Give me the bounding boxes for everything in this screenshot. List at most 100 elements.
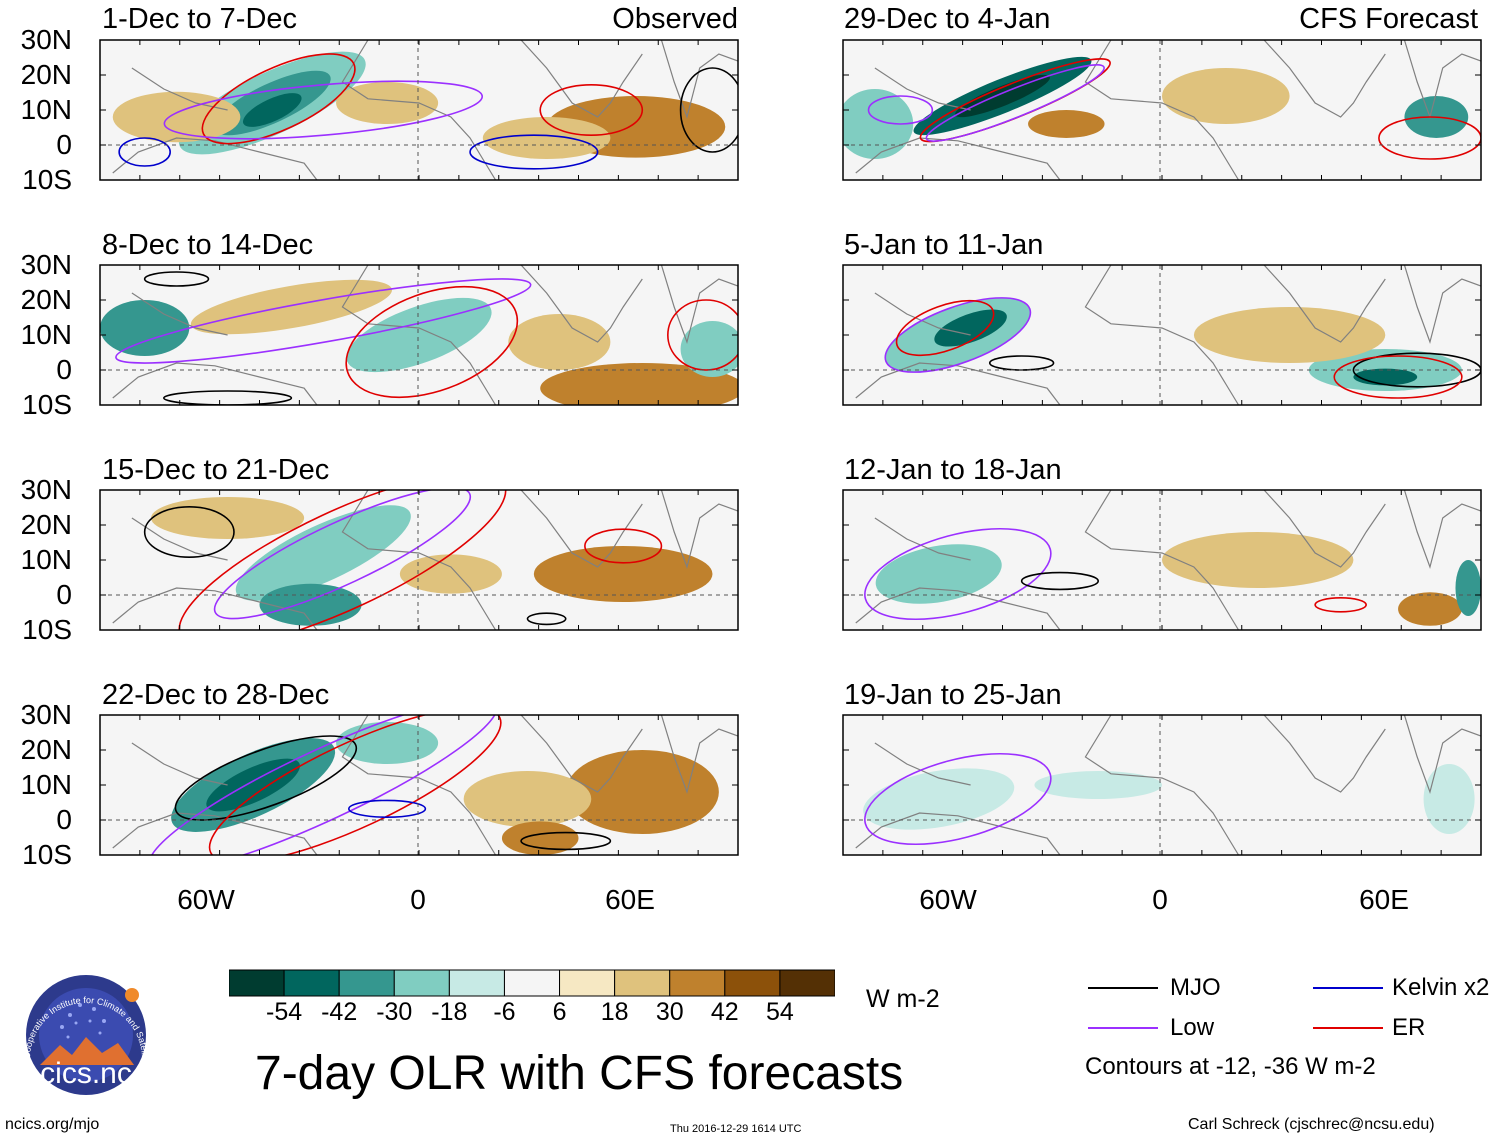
map-panel-fcst-1 — [842, 39, 1482, 181]
wave-contour — [208, 715, 502, 855]
figure-title: 7-day OLR with CFS forecasts — [255, 1047, 904, 1100]
cics-logo: Cooperative Institute for Climate and Sa… — [10, 975, 150, 1095]
lat-label: 20N — [20, 734, 72, 765]
olr-anomaly-region — [112, 91, 241, 143]
lon-label-0-obs: 0 — [410, 884, 426, 915]
olr-anomaly-region — [508, 314, 611, 370]
colorbar-swatch — [779, 969, 835, 997]
coastline — [660, 715, 738, 795]
map-panel-fcst-2 — [842, 264, 1482, 406]
legend-lines — [1088, 987, 1383, 1029]
coastline — [131, 292, 228, 336]
olr-anomaly-region — [533, 546, 713, 602]
wave-contour — [201, 53, 356, 145]
colorbar-swatch — [283, 969, 340, 997]
olr-anomaly-region — [1034, 771, 1162, 799]
wave-contour — [118, 137, 171, 167]
olr-anomaly-region — [501, 821, 579, 855]
coastline — [112, 362, 318, 405]
footer-url[interactable]: ncics.org/mjo — [5, 1116, 100, 1133]
wave-contour — [213, 490, 472, 620]
legend-label-kelvin: Kelvin x2 — [1392, 974, 1490, 1001]
wave-contour — [163, 390, 293, 405]
lat-label: 10S — [22, 164, 72, 195]
lat-label: 20N — [20, 509, 72, 540]
coastline — [112, 587, 318, 630]
olr-anomaly-region — [346, 297, 492, 373]
coastline — [855, 137, 1061, 180]
colorbar-tick-label: 18 — [600, 998, 629, 1026]
coastline — [341, 265, 497, 405]
lat-label: 20N — [20, 59, 72, 90]
olr-anomaly-region — [242, 93, 302, 127]
map-panel-obs-4 — [99, 714, 739, 856]
wave-contour — [1314, 596, 1367, 613]
lat-label: 10N — [20, 769, 72, 800]
olr-anomaly-region — [1455, 560, 1481, 616]
coastline — [874, 67, 971, 111]
coastline — [1084, 40, 1240, 180]
colorbar-swatch — [393, 969, 450, 997]
wave-contour — [163, 80, 484, 140]
lat-label: 30N — [20, 699, 72, 730]
coastline — [520, 265, 643, 343]
wave-contour — [143, 505, 235, 558]
olr-anomaly-region — [336, 722, 439, 764]
coastline — [341, 40, 497, 180]
lon-label-60e-obs: 60E — [605, 884, 655, 915]
coastline — [131, 742, 228, 786]
lon-label-60e-fcst: 60E — [1359, 884, 1409, 915]
olr-anomaly-region — [934, 309, 1007, 347]
colorbar-swatch — [503, 969, 561, 997]
colorbar-swatch — [614, 969, 671, 997]
coastline — [1084, 265, 1240, 405]
coastline — [855, 812, 1061, 855]
coastline — [1403, 490, 1481, 570]
map-panel-obs-1 — [99, 39, 739, 181]
olr-anomaly-region — [680, 321, 738, 377]
coastline — [112, 137, 318, 180]
colorbar-tick-label: -30 — [376, 998, 413, 1026]
colorbar-tick-label: 30 — [655, 998, 684, 1026]
wave-contour — [174, 735, 358, 821]
lat-label: 10S — [22, 839, 72, 870]
coastline — [855, 587, 1061, 630]
wave-contour — [143, 271, 210, 287]
coastline — [520, 40, 643, 118]
wave-contour — [348, 799, 427, 818]
wave-contour — [148, 715, 499, 855]
wave-contour — [520, 831, 612, 851]
olr-anomaly-region — [540, 363, 738, 405]
colorbar-swatch — [724, 969, 781, 997]
lat-label: 0 — [56, 129, 72, 160]
wave-contour — [867, 95, 934, 125]
coastline — [855, 362, 1061, 405]
coastline — [131, 517, 228, 561]
colorbar-tick-label: 6 — [552, 998, 567, 1026]
panel-title-obs-3: 15-Dec to 21-Dec — [102, 454, 330, 486]
coastline — [874, 292, 971, 336]
lat-label: 0 — [56, 804, 72, 835]
coastline — [520, 715, 643, 793]
olr-anomaly-region — [565, 750, 719, 834]
footer-credit: Carl Schreck (cjschrec@ncsu.edu) — [1188, 1116, 1435, 1133]
legend-note: Contours at -12, -36 W m-2 — [1085, 1053, 1376, 1080]
wave-contour — [115, 278, 532, 364]
coastline — [874, 517, 971, 561]
olr-anomaly-region — [100, 300, 190, 356]
olr-anomaly-region — [875, 544, 1002, 604]
coastline — [1263, 40, 1386, 118]
wave-contour — [864, 527, 1052, 621]
coastline — [1084, 490, 1240, 630]
colorbar-tick-label: -6 — [493, 998, 516, 1026]
olr-anomaly-region — [190, 279, 392, 335]
olr-anomaly-region — [1162, 68, 1290, 124]
coastline — [660, 40, 738, 120]
olr-anomaly-region — [336, 82, 439, 124]
lat-label: 10S — [22, 614, 72, 645]
lat-label: 10S — [22, 389, 72, 420]
forecast-label: CFS Forecast — [1299, 3, 1478, 35]
colorbar-swatch — [338, 969, 395, 997]
coastline — [660, 265, 738, 345]
coastline — [660, 490, 738, 570]
